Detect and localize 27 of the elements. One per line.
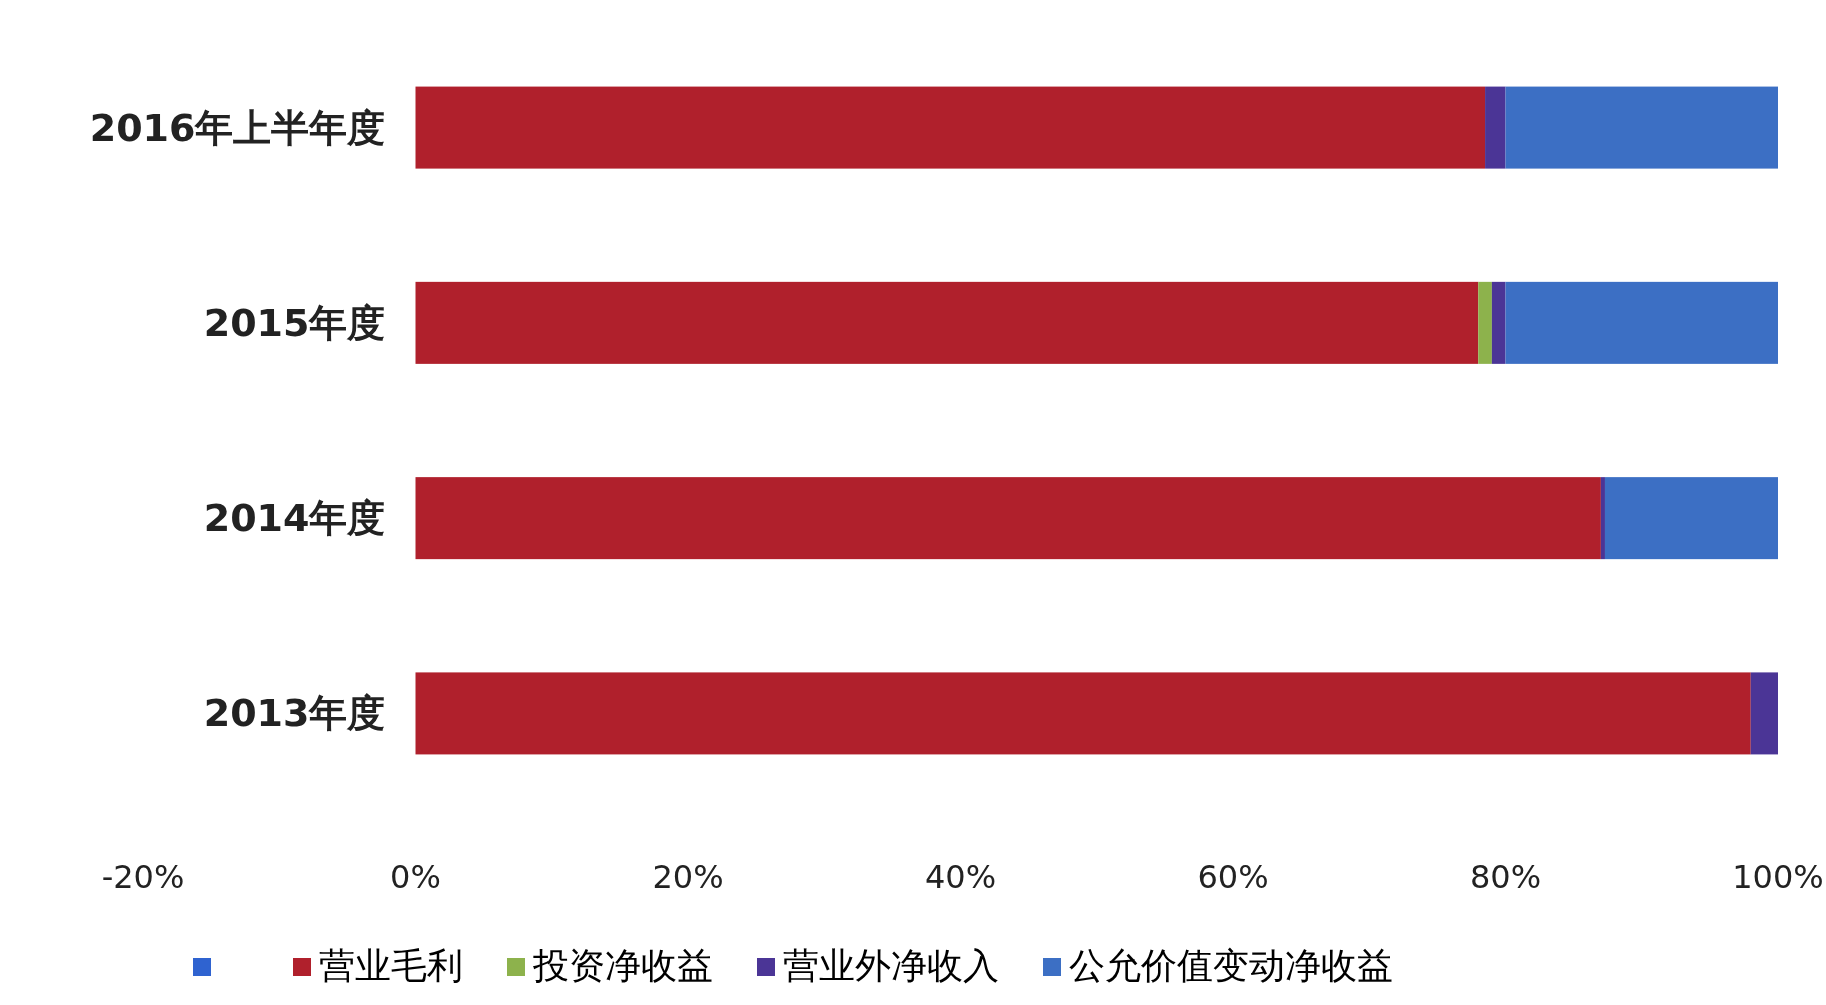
bar [415,86,1486,169]
bar [415,477,1601,560]
x-tick-label: 100% [1732,858,1824,896]
legend-label: 营业外净收入 [783,945,999,986]
bar [1750,672,1778,755]
x-tick-label: 20% [652,858,724,896]
bar [1505,281,1778,364]
bar [1485,86,1506,169]
bar [1600,477,1605,560]
legend-label: 投资净收益 [532,945,713,986]
bar [1604,477,1778,560]
y-tick-label: 2013年度 [203,691,386,736]
y-tick-label: 2014年度 [203,496,386,541]
bar [1491,281,1506,364]
y-tick-label: 2016年上半年度 [89,105,386,150]
bar [415,672,1751,755]
legend-label: 公允价值变动净收益 [1069,945,1393,986]
y-tick-label: 2015年度 [203,300,386,345]
bar [1478,281,1492,364]
x-tick-label: 40% [924,858,997,896]
x-tick-label: 80% [1469,858,1542,896]
bar [1505,86,1778,169]
bar [415,281,1479,364]
x-tick-label: -20% [101,858,185,896]
x-tick-label: 0% [390,858,441,896]
legend-label: 营业毛利 [319,945,463,986]
x-tick-label: 60% [1197,858,1269,896]
